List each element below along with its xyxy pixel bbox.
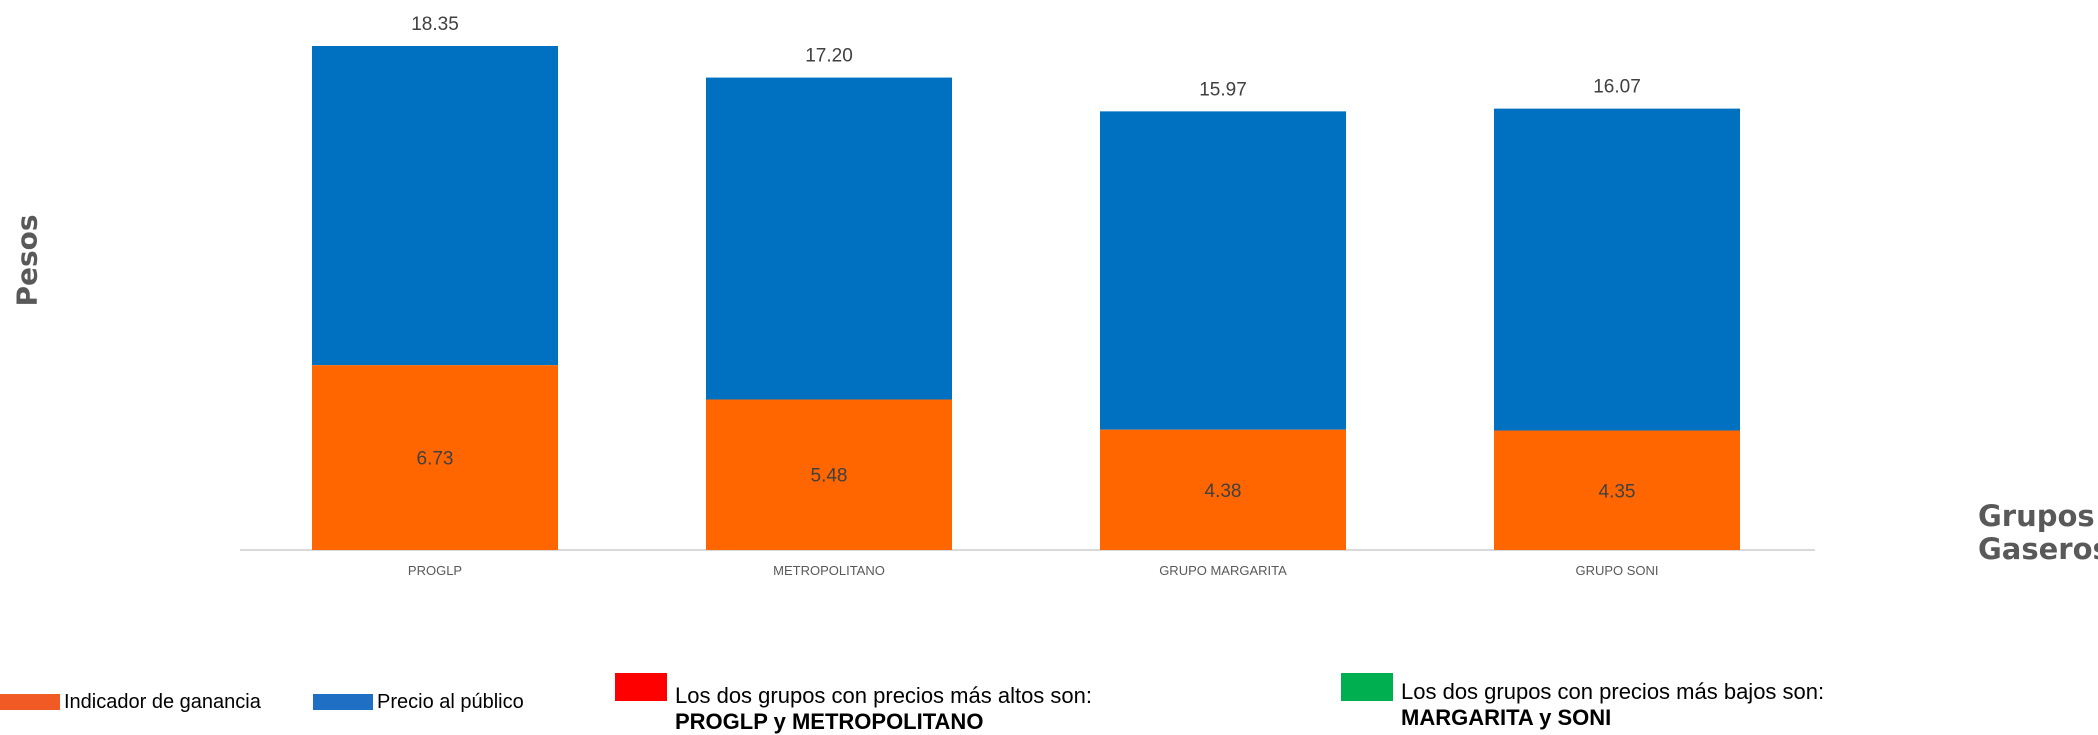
bar-precio-2 [1100, 111, 1346, 430]
total-label-1: 17.20 [805, 46, 853, 67]
bar-precio-1 [706, 77, 952, 400]
legend-label-ganancia: Indicador de ganancia [64, 690, 261, 713]
total-label-3: 16.07 [1593, 77, 1641, 98]
segment-label-1: 5.48 [811, 466, 848, 487]
y-axis-title: Pesos [10, 214, 44, 307]
bar-precio-3 [1494, 108, 1740, 431]
bar-ganancia-2 [1100, 429, 1346, 550]
segment-label-3: 4.35 [1599, 481, 1636, 502]
segment-label-0: 6.73 [417, 449, 454, 470]
bar-ganancia-1 [706, 399, 952, 550]
legend-swatch-ganancia [0, 694, 60, 710]
note-green-swatch [1341, 673, 1393, 701]
category-label-0: PROGLP [408, 563, 462, 578]
bar-ganancia-3 [1494, 430, 1740, 550]
legend-item-ganancia: Indicador de ganancia [0, 690, 261, 714]
note-lowest-groups: MARGARITA y SONI [1401, 705, 1612, 730]
total-label-2: 15.97 [1199, 79, 1247, 100]
category-label-2: GRUPO MARGARITA [1159, 563, 1287, 578]
category-label-3: GRUPO SONI [1575, 563, 1658, 578]
note-lowest-text: Los dos grupos con precios más bajos son… [1401, 679, 1825, 704]
x-axis-title: Grupos Gaseros [1978, 499, 2098, 566]
bar-precio-0 [312, 46, 558, 366]
legend-label-precio: Precio al público [377, 690, 524, 713]
segment-label-2: 4.38 [1205, 481, 1242, 502]
legend-swatch-precio [313, 694, 373, 710]
total-label-0: 18.35 [411, 14, 459, 35]
bar-ganancia-0 [312, 365, 558, 550]
stacked-bar-chart: 18.35 6.73 PROGLP 17.20 5.48 METROPOLITANO 15.… [240, 14, 1815, 578]
note-highest-text: Los dos grupos con precios más altos son… [675, 683, 1093, 708]
category-label-1: METROPOLITANO [773, 563, 885, 578]
note-red-swatch [615, 673, 667, 701]
legend-item-precio: Precio al público [313, 690, 524, 714]
note-highest-groups: PROGLP y METROPOLITANO [675, 709, 984, 734]
